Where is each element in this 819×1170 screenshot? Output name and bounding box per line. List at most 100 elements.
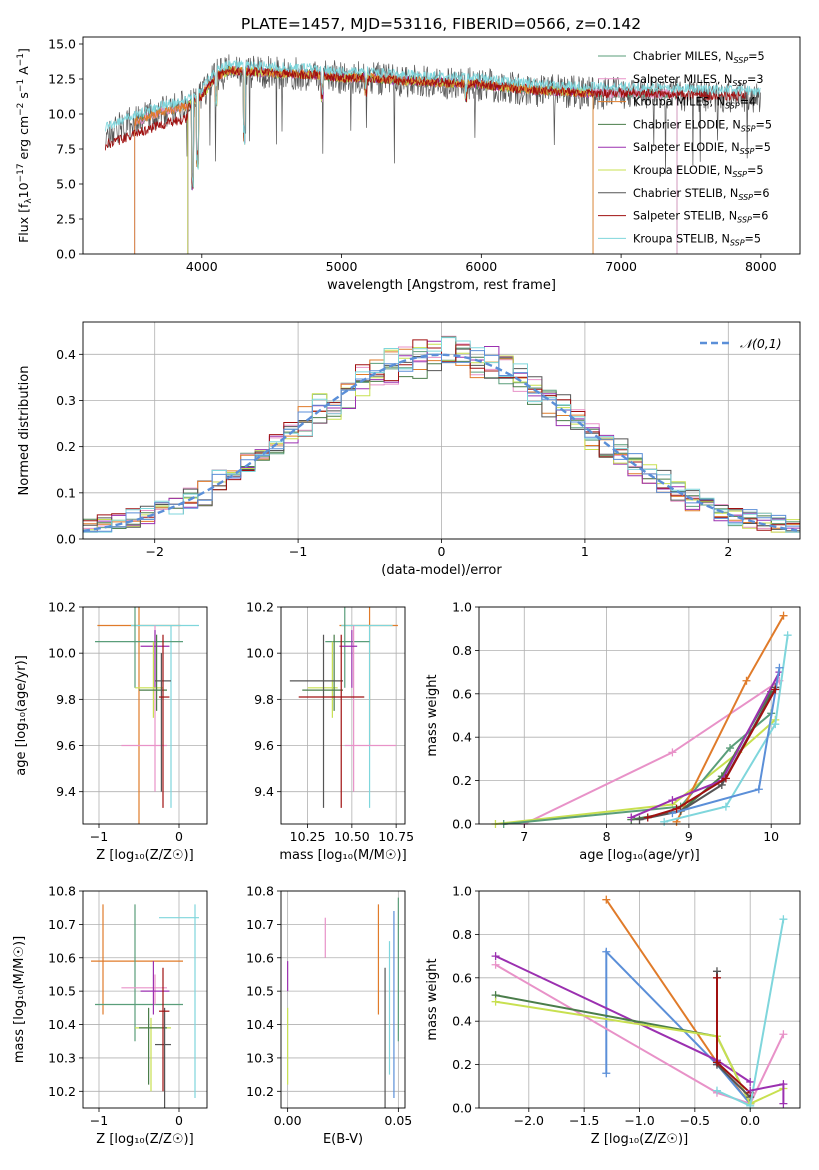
axes-frame xyxy=(82,36,801,255)
x-tick-label: −1.0 xyxy=(624,1113,654,1128)
weight-point-marker xyxy=(775,663,784,672)
weight-point-marker xyxy=(491,952,500,961)
legend-entry: Kroupa ELODIE, NSSP=5 xyxy=(633,164,764,179)
y-tick-label: 0.6 xyxy=(452,686,472,701)
x-tick-label: 4000 xyxy=(186,259,218,274)
plot-area xyxy=(287,897,399,1108)
x-tick-label: 10.50 xyxy=(334,829,370,844)
weight-series-line xyxy=(495,1000,784,1106)
y-tick-label: 10.4 xyxy=(246,1017,274,1032)
plot-area xyxy=(91,904,199,1108)
weight-point-marker xyxy=(668,796,677,805)
x-tick-label: 2 xyxy=(724,544,732,559)
weight-point-marker xyxy=(746,1077,755,1086)
x-tick-label: −1 xyxy=(90,1113,108,1128)
y-tick-label: 10.6 xyxy=(246,950,274,965)
weight-series-line xyxy=(663,635,789,823)
y-tick-label: 15.0 xyxy=(48,37,76,52)
y-tick-label: 10.0 xyxy=(48,646,76,661)
errorbar-point xyxy=(139,1007,167,1085)
grid-lines xyxy=(479,890,800,1109)
x-tick-label: 7000 xyxy=(605,259,637,274)
weight-point-marker xyxy=(491,997,500,1006)
y-tick-label: 0.2 xyxy=(452,773,472,788)
weight-series-line xyxy=(495,719,776,825)
x-tick-label: 0.0 xyxy=(740,1113,760,1128)
weight-series-line xyxy=(647,689,777,819)
spectrum-panel: 4000 5000 6000 7000 8000 0.0 2.5 5.0 7.5 10.0 12.5… xyxy=(16,36,801,293)
weight-point-marker xyxy=(783,631,792,640)
axes-frame xyxy=(280,890,406,1109)
legend-entry: Salpeter ELODIE, NSSP=5 xyxy=(633,141,771,156)
errorbar-point xyxy=(139,634,167,711)
weight-point-marker xyxy=(602,895,611,904)
y-tick-label: 0.0 xyxy=(452,1101,472,1116)
weight-series-line xyxy=(716,977,751,1094)
legend-entry: Chabrier STELIB, NSSP=6 xyxy=(633,187,770,202)
x-tick-label: 8 xyxy=(603,829,611,844)
x-tick-label: 0 xyxy=(175,829,183,844)
axes-frame xyxy=(82,890,208,1109)
y-tick-label: 10.5 xyxy=(246,984,274,999)
x-tick-label: 0.05 xyxy=(384,1113,412,1128)
y-tick-label: 0.3 xyxy=(56,393,76,408)
y-tick-label: 10.4 xyxy=(48,1017,76,1032)
weight-point-marker xyxy=(721,774,730,783)
weight-point-marker xyxy=(717,780,726,789)
axes: −1 0 10.2 10.3 10.4 10.5 10.6 10.7 10.8 Z [log₁₀(… xyxy=(12,884,208,1147)
weight-point-marker xyxy=(779,611,788,620)
axes: −1 0 9.4 9.6 9.8 10.0 10.2 Z [log₁₀(Z/Z☉)] age [… xyxy=(14,600,208,863)
legend: Chabrier MILES, NSSP=5 Salpeter MILES, NS… xyxy=(598,50,772,247)
errorbar-point xyxy=(159,967,170,1092)
y-tick-label: 0.6 xyxy=(452,970,472,985)
y-tick-label: 10.2 xyxy=(48,600,76,615)
y-tick-label: 9.4 xyxy=(254,784,274,799)
weight-vs-metallicity-panel: −2.0 −1.5 −1.0 −0.5 0.0 0.0 0.2 0.4 0.6 0.8 1.0 Z [… xyxy=(425,884,801,1147)
y-tick-label: 9.6 xyxy=(56,738,76,753)
errorbar-point xyxy=(298,634,365,808)
weight-point-marker xyxy=(779,1099,788,1108)
grid-lines xyxy=(83,890,207,1108)
y-tick-label: 10.2 xyxy=(246,600,274,615)
errorbar-point xyxy=(341,624,393,808)
x-tick-label: 10.75 xyxy=(378,829,414,844)
y-tick-label: 0.4 xyxy=(452,730,472,745)
plot-area xyxy=(105,54,761,254)
weight-point-marker xyxy=(668,748,677,757)
y-tick-label: 0.8 xyxy=(452,927,472,942)
legend-entry: 𝒩(0,1) xyxy=(740,336,782,351)
axes-frame xyxy=(82,321,801,540)
weight-point-marker xyxy=(660,817,669,826)
x-tick-label: −1 xyxy=(90,829,108,844)
x-tick-label: 5000 xyxy=(326,259,358,274)
y-tick-label: 0.0 xyxy=(452,817,472,832)
plot-area xyxy=(82,335,800,533)
axes: 10.25 10.50 10.75 9.4 9.6 9.8 10.0 10.2 mass [lo… xyxy=(246,600,414,864)
errorbar-point xyxy=(91,904,183,1015)
weight-point-marker xyxy=(779,1080,788,1089)
y-tick-label: 10.7 xyxy=(246,917,274,932)
x-axis-label: Z [log₁₀(Z/Z☉)] xyxy=(591,1132,688,1147)
y-tick-label: 0.8 xyxy=(452,643,472,658)
x-tick-label: −1 xyxy=(289,544,307,559)
x-axis-label: Z [log₁₀(Z/Z☉)] xyxy=(96,848,193,863)
errorbar-point xyxy=(121,974,167,1005)
weight-point-marker xyxy=(712,1086,721,1095)
normal-reference-curve xyxy=(82,353,798,533)
y-tick-label: 1.0 xyxy=(452,884,472,899)
y-tick-label: 1.0 xyxy=(452,600,472,615)
y-tick-label: 12.5 xyxy=(48,72,76,87)
weight-point-marker xyxy=(779,915,788,924)
y-tick-label: 2.5 xyxy=(56,212,76,227)
plot-area xyxy=(289,607,398,808)
weight-point-marker xyxy=(746,1086,755,1095)
errorbar-point xyxy=(95,904,183,1042)
errorbar-point xyxy=(135,1017,171,1092)
y-tick-label: 10.7 xyxy=(48,917,76,932)
axes: −2 −1 0 1 2 0.0 0.1 0.2 0.3 0.4 (data-model)/error… xyxy=(17,321,801,578)
spectrum-line-6 xyxy=(105,54,761,184)
y-tick-label: 10.2 xyxy=(48,1084,76,1099)
errorbar-point xyxy=(121,625,167,792)
x-axis-label: (data-model)/error xyxy=(381,563,502,578)
axes-frame xyxy=(478,606,801,825)
